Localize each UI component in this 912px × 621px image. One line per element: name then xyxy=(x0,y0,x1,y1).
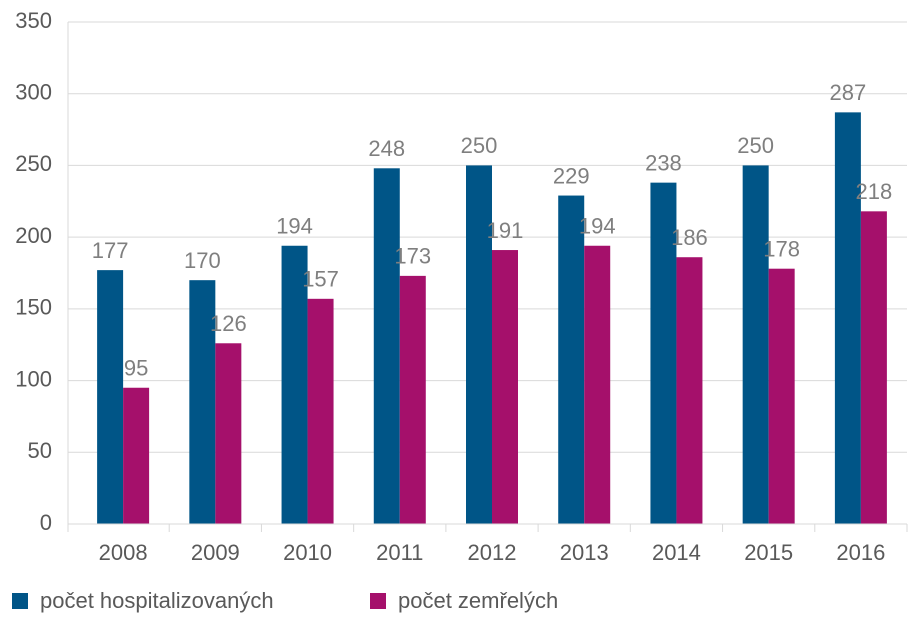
bar xyxy=(123,387,150,524)
y-tick-label: 300 xyxy=(15,80,52,105)
x-tick-label: 2013 xyxy=(560,540,609,565)
bar xyxy=(650,182,677,524)
x-tick-label: 2016 xyxy=(836,540,885,565)
bar xyxy=(860,211,887,524)
legend-label: počet hospitalizovaných xyxy=(40,588,274,613)
x-tick-label: 2012 xyxy=(468,540,517,565)
y-tick-label: 0 xyxy=(40,510,52,535)
y-tick-label: 350 xyxy=(15,8,52,33)
bar xyxy=(307,298,334,524)
bar xyxy=(399,275,426,524)
bar xyxy=(189,280,216,524)
y-tick-label: 150 xyxy=(15,295,52,320)
legend-swatch xyxy=(12,593,28,609)
legend-swatch xyxy=(370,593,386,609)
data-label: 194 xyxy=(579,214,616,239)
data-label: 186 xyxy=(671,225,708,250)
bar xyxy=(584,245,611,524)
y-tick-label: 200 xyxy=(15,223,52,248)
data-label: 157 xyxy=(302,267,339,292)
data-label: 170 xyxy=(184,248,221,273)
data-label: 248 xyxy=(368,136,405,161)
bar xyxy=(281,245,308,524)
data-label: 250 xyxy=(737,133,774,158)
x-tick-label: 2008 xyxy=(99,540,148,565)
data-label: 177 xyxy=(92,238,129,263)
bar xyxy=(676,257,703,524)
data-label: 194 xyxy=(276,214,313,239)
x-tick-label: 2010 xyxy=(283,540,332,565)
data-label: 173 xyxy=(394,244,431,269)
data-label: 218 xyxy=(856,179,893,204)
y-tick-label: 50 xyxy=(28,438,52,463)
data-label: 229 xyxy=(553,163,590,188)
data-label: 191 xyxy=(487,218,524,243)
bar xyxy=(466,165,492,524)
bar xyxy=(742,165,769,524)
bar xyxy=(834,112,861,525)
bar xyxy=(373,168,400,524)
data-label: 287 xyxy=(830,80,867,105)
x-tick-label: 2014 xyxy=(652,540,701,565)
data-label: 95 xyxy=(124,356,148,381)
x-tick-label: 2015 xyxy=(744,540,793,565)
bar xyxy=(215,343,242,524)
y-tick-label: 250 xyxy=(15,151,52,176)
data-label: 250 xyxy=(461,133,498,158)
data-label: 238 xyxy=(645,150,682,175)
x-tick-label: 2011 xyxy=(376,540,423,565)
data-label: 126 xyxy=(210,311,247,336)
bar xyxy=(492,250,518,524)
legend-label: počet zemřelých xyxy=(398,588,558,613)
bar xyxy=(768,268,795,524)
bar xyxy=(97,270,124,524)
data-label: 178 xyxy=(763,237,800,262)
x-tick-label: 2009 xyxy=(191,540,240,565)
y-tick-label: 100 xyxy=(15,366,52,391)
bar xyxy=(558,195,585,524)
